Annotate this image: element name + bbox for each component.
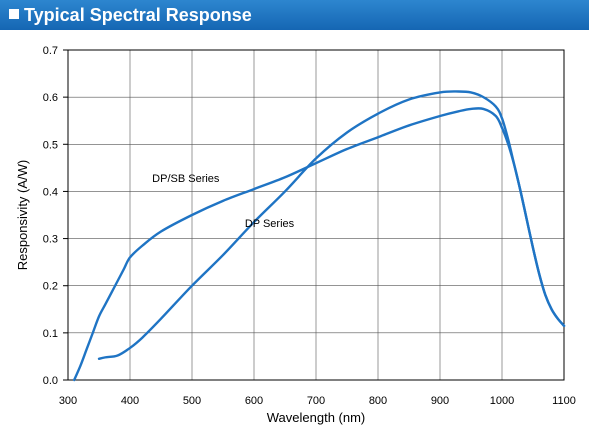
y-tick-label: 0.5 (43, 139, 58, 151)
chart-labels: DP/SB Series DP Series (152, 173, 294, 230)
x-tick-label: 300 (59, 395, 77, 407)
x-tick-label: 500 (183, 395, 201, 407)
x-tick-label: 700 (307, 395, 325, 407)
x-tick-label: 800 (369, 395, 387, 407)
y-tick-label: 0.4 (43, 186, 58, 198)
y-tick-label: 0.6 (43, 92, 58, 104)
y-tick-label: 0.0 (43, 375, 58, 387)
x-tick-label: 1000 (490, 395, 514, 407)
grid-lines (68, 50, 564, 380)
y-tick-label: 0.2 (43, 281, 58, 293)
series-line-dp-sb-series (73, 107, 566, 382)
x-tick-label: 1100 (552, 395, 576, 407)
y-axis-label: Responsivity (A/W) (15, 160, 30, 271)
header-banner: Typical Spectral Response (0, 0, 589, 30)
chart-title: Typical Spectral Response (24, 5, 252, 25)
y-tick-label: 0.1 (43, 328, 58, 340)
x-tick-label: 600 (245, 395, 263, 407)
series-line-dp-series (97, 90, 566, 360)
series-annotation: DP/SB Series (152, 173, 220, 185)
y-tick-label: 0.3 (43, 234, 58, 246)
bullet-square-icon (9, 9, 19, 19)
x-axis-label: Wavelength (nm) (267, 410, 366, 425)
plot-frame (67, 49, 565, 381)
axes: 300 400 500 600 700 800 900 1000 1100 0.0 0.1 0.2 0.… (15, 45, 576, 425)
series-annotation: DP Series (245, 218, 295, 230)
x-tick-label: 900 (431, 395, 449, 407)
y-tick-label: 0.7 (43, 45, 58, 57)
series-lines (73, 90, 566, 382)
x-tick-label: 400 (121, 395, 139, 407)
